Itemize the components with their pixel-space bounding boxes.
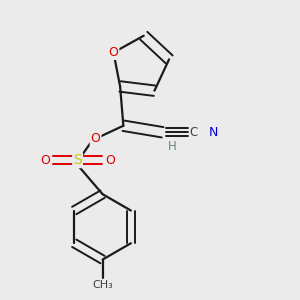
Text: CH₃: CH₃	[92, 280, 113, 290]
Text: H: H	[168, 140, 177, 154]
Text: N: N	[209, 126, 218, 139]
Text: O: O	[40, 154, 50, 166]
Text: O: O	[91, 132, 100, 145]
Text: C: C	[190, 126, 198, 139]
Text: O: O	[105, 154, 115, 166]
Text: O: O	[109, 46, 118, 59]
Text: S: S	[73, 153, 82, 167]
